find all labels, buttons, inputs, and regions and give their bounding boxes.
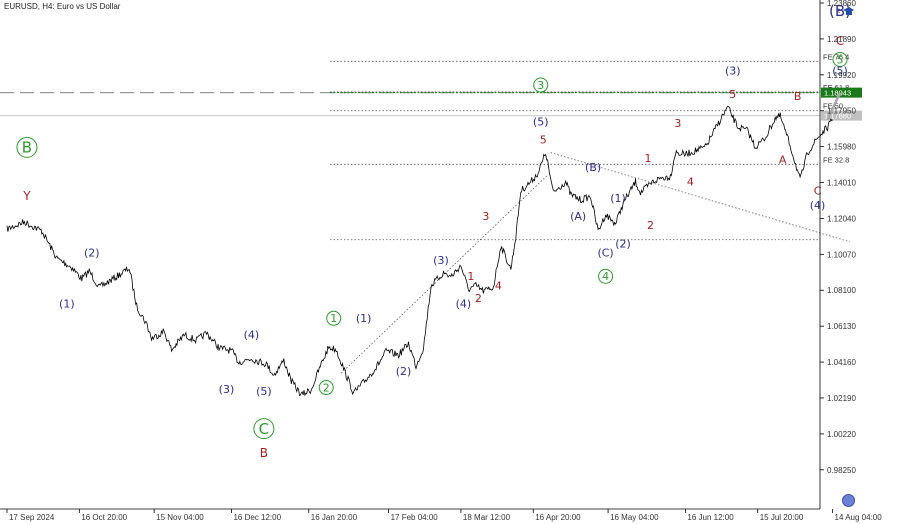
wave-label: 2 [647,219,654,232]
y-tick-label: 0.98250 [827,466,856,475]
wave-label: (2) [615,237,631,250]
wave-label: (5) [533,115,549,128]
wave-label: 3 [674,117,681,130]
y-tick-label: 1.12040 [827,214,856,223]
x-tick-label: 17 Feb 04:00 [391,513,439,522]
x-tick-label: 16 May 04:00 [610,513,659,522]
price-series [6,92,842,397]
y-tick-label: 1.17950 [827,107,856,116]
y-tick-label: 1.23860 [827,0,856,8]
x-tick-label: 16 Apr 20:00 [535,513,581,522]
wave-circle [326,310,342,326]
wave-label: A [779,154,787,167]
wave-label: B [794,90,802,103]
wave-circle [598,268,614,284]
wave-circle [16,136,38,158]
wave-label: 5 [837,53,844,66]
wave-label: B [260,446,268,460]
wave-label: (4) [810,199,826,212]
wave-label: 3 [482,210,489,223]
wave-circle [533,77,549,93]
wave-label: (3) [433,254,449,267]
wave-label: 2 [475,292,482,305]
wave-label: 1 [467,270,474,283]
y-tick-label: 1.15980 [827,143,856,152]
wave-label: 4 [602,270,609,283]
wave-label: B [22,139,32,157]
price-tag-label: 1.17680 [824,112,851,121]
corner-label: t [838,8,840,15]
wave-labels: BY(2)(1)(4)(3) (5)CB12(1)(2)(3)(4)12343(5… [16,2,851,460]
y-tick-label: 1.14010 [827,179,856,188]
x-tick-label: 15 Nov 04:00 [156,513,204,522]
wave-label: (5) [256,385,272,398]
wave-circle [318,380,334,396]
x-tick-label: 16 Oct 20:00 [81,513,127,522]
wave-label: (3) [725,64,741,77]
wave-label: (2) [396,365,412,378]
y-tick-label: 1.08100 [827,286,856,295]
wave-label: C [814,185,822,198]
graduation-cap-icon[interactable]: t [838,4,854,18]
wave-label: 4 [495,279,502,292]
y-tick-label: 1.19920 [827,71,856,80]
projection-line [826,92,842,121]
y-tick-label: 1.06130 [827,322,856,331]
wave-label: (B) [585,161,601,174]
wave-label: C [259,420,269,438]
chart-title: EURUSD, H4: Euro vs US Dollar [4,2,121,11]
fib-level-label: FE 32.8 [823,155,849,164]
price-tag-green [821,87,862,98]
wave-circle [832,51,848,67]
wave-label: 1 [330,312,337,325]
fib-level-label: FE 61.8 [823,83,849,92]
wave-label: 5 [729,88,736,101]
wave-label: (2) [84,247,100,260]
fib-level-label: FE 76.4 [823,52,849,61]
wave-label: (1) [356,312,372,325]
x-tick-label: 14 Aug 04:00 [835,513,883,522]
wave-label: (5) [832,64,848,77]
wave-label: 2 [323,381,330,394]
trendlines [340,152,851,374]
wave-label: 3 [537,79,544,92]
wave-label: (3) [219,383,235,396]
wave-label: (B) [829,2,851,20]
wave-label: (4) [244,329,260,342]
wave-label: (C) [597,247,613,260]
wave-label: 5 [540,134,547,147]
price-line [6,105,833,397]
x-tick-label: 15 Jul 20:00 [760,513,804,522]
wave-label: C [836,34,844,48]
x-tick-label: 17 Sep 2024 [9,513,55,522]
wave-label: 4 [687,175,694,188]
y-tick-label: 1.00220 [827,430,856,439]
wave-label: (1) [59,298,75,311]
trendline [550,152,851,243]
status-circle-icon[interactable] [842,494,855,507]
x-tick-label: 16 Dec 12:00 [233,513,281,522]
wave-label: 1 [644,152,651,165]
wave-label: (A) [570,210,586,223]
price-tag-gray [821,110,862,121]
trendline [340,174,549,374]
y-tick-label: 1.21890 [827,35,856,44]
wave-label: (4) [456,298,472,311]
y-tick-label: 1.04160 [827,358,856,367]
x-tick-label: 18 Mar 12:00 [463,513,511,522]
y-tick-label: 1.02190 [827,394,856,403]
y-tick-label: 1.10070 [827,250,856,259]
x-tick-label: 16 Jun 12:00 [687,513,734,522]
wave-label: (1) [610,192,626,205]
wave-circle [253,418,275,440]
x-tick-label: 16 Jan 20:00 [311,513,358,522]
price-tag-label: 1.18943 [824,89,851,98]
wave-label: Y [22,189,31,203]
axes: 1.23860 1.21890 1.19920 1.17950 1.15980 1.140… [0,0,882,522]
